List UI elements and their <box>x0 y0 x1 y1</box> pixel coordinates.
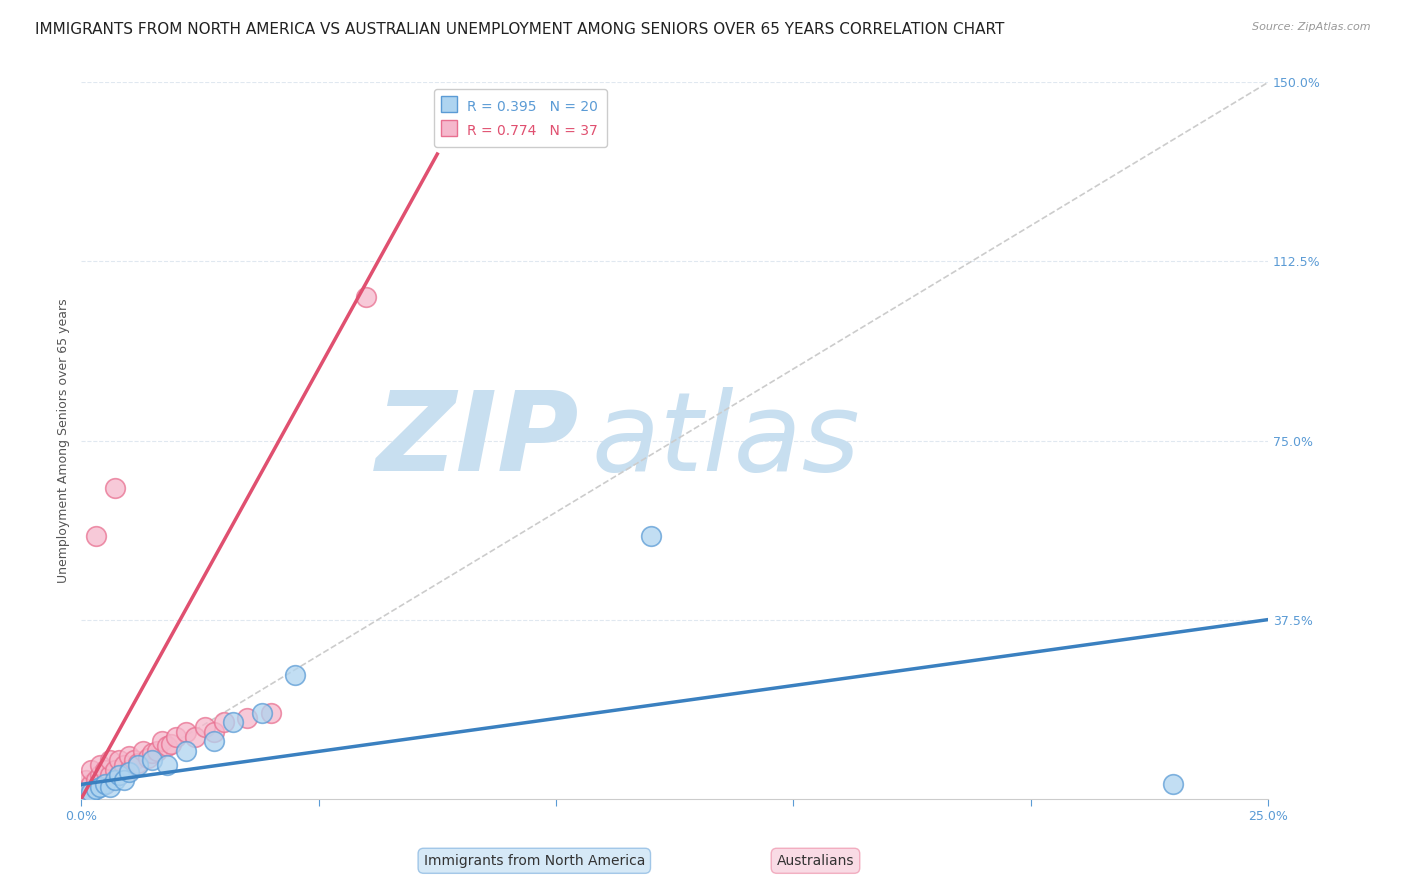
Point <box>118 763 141 777</box>
Point <box>112 758 135 772</box>
Point <box>94 763 117 777</box>
Point <box>98 754 121 768</box>
Point <box>98 768 121 782</box>
Point <box>174 724 197 739</box>
Point <box>108 768 131 782</box>
Point <box>1161 777 1184 791</box>
Point <box>75 782 97 797</box>
Y-axis label: Unemployment Among Seniors over 65 years: Unemployment Among Seniors over 65 years <box>58 298 70 582</box>
Point <box>127 758 149 772</box>
Point <box>112 772 135 787</box>
Point <box>80 784 103 798</box>
Point <box>194 720 217 734</box>
Point <box>80 763 103 777</box>
Point <box>89 758 111 772</box>
Point <box>108 754 131 768</box>
Legend: R = 0.395   N = 20, R = 0.774   N = 37: R = 0.395 N = 20, R = 0.774 N = 37 <box>434 89 606 147</box>
Point <box>80 777 103 791</box>
Point <box>84 782 107 797</box>
Point <box>260 706 283 720</box>
Point <box>184 730 207 744</box>
Point <box>354 290 377 304</box>
Point <box>165 730 187 744</box>
Point <box>103 772 125 787</box>
Point <box>146 744 169 758</box>
Point <box>118 748 141 763</box>
Point <box>103 481 125 495</box>
Point <box>94 777 117 791</box>
Point <box>212 715 235 730</box>
Point <box>136 751 159 765</box>
Point <box>284 667 307 681</box>
Text: Source: ZipAtlas.com: Source: ZipAtlas.com <box>1253 22 1371 32</box>
Point <box>202 734 225 748</box>
Point <box>89 780 111 794</box>
Point <box>174 744 197 758</box>
Point <box>156 739 179 753</box>
Point <box>132 744 155 758</box>
Point <box>250 706 273 720</box>
Point <box>150 734 173 748</box>
Point <box>127 756 149 770</box>
Point <box>122 754 145 768</box>
Point <box>156 758 179 772</box>
Point <box>84 772 107 787</box>
Point <box>118 765 141 780</box>
Point <box>202 724 225 739</box>
Point <box>236 710 259 724</box>
Point <box>160 737 183 751</box>
Point <box>94 777 117 791</box>
Text: Australians: Australians <box>776 854 855 868</box>
Point <box>89 768 111 782</box>
Point <box>141 754 163 768</box>
Point <box>75 787 97 801</box>
Text: IMMIGRANTS FROM NORTH AMERICA VS AUSTRALIAN UNEMPLOYMENT AMONG SENIORS OVER 65 Y: IMMIGRANTS FROM NORTH AMERICA VS AUSTRAL… <box>35 22 1004 37</box>
Point <box>98 780 121 794</box>
Point <box>141 747 163 761</box>
Point <box>222 715 245 730</box>
Point <box>75 772 97 787</box>
Text: atlas: atlas <box>592 387 860 494</box>
Text: Immigrants from North America: Immigrants from North America <box>423 854 645 868</box>
Text: ZIP: ZIP <box>377 387 579 494</box>
Point <box>84 529 107 543</box>
Point <box>103 763 125 777</box>
Point <box>640 529 662 543</box>
Point <box>108 768 131 782</box>
